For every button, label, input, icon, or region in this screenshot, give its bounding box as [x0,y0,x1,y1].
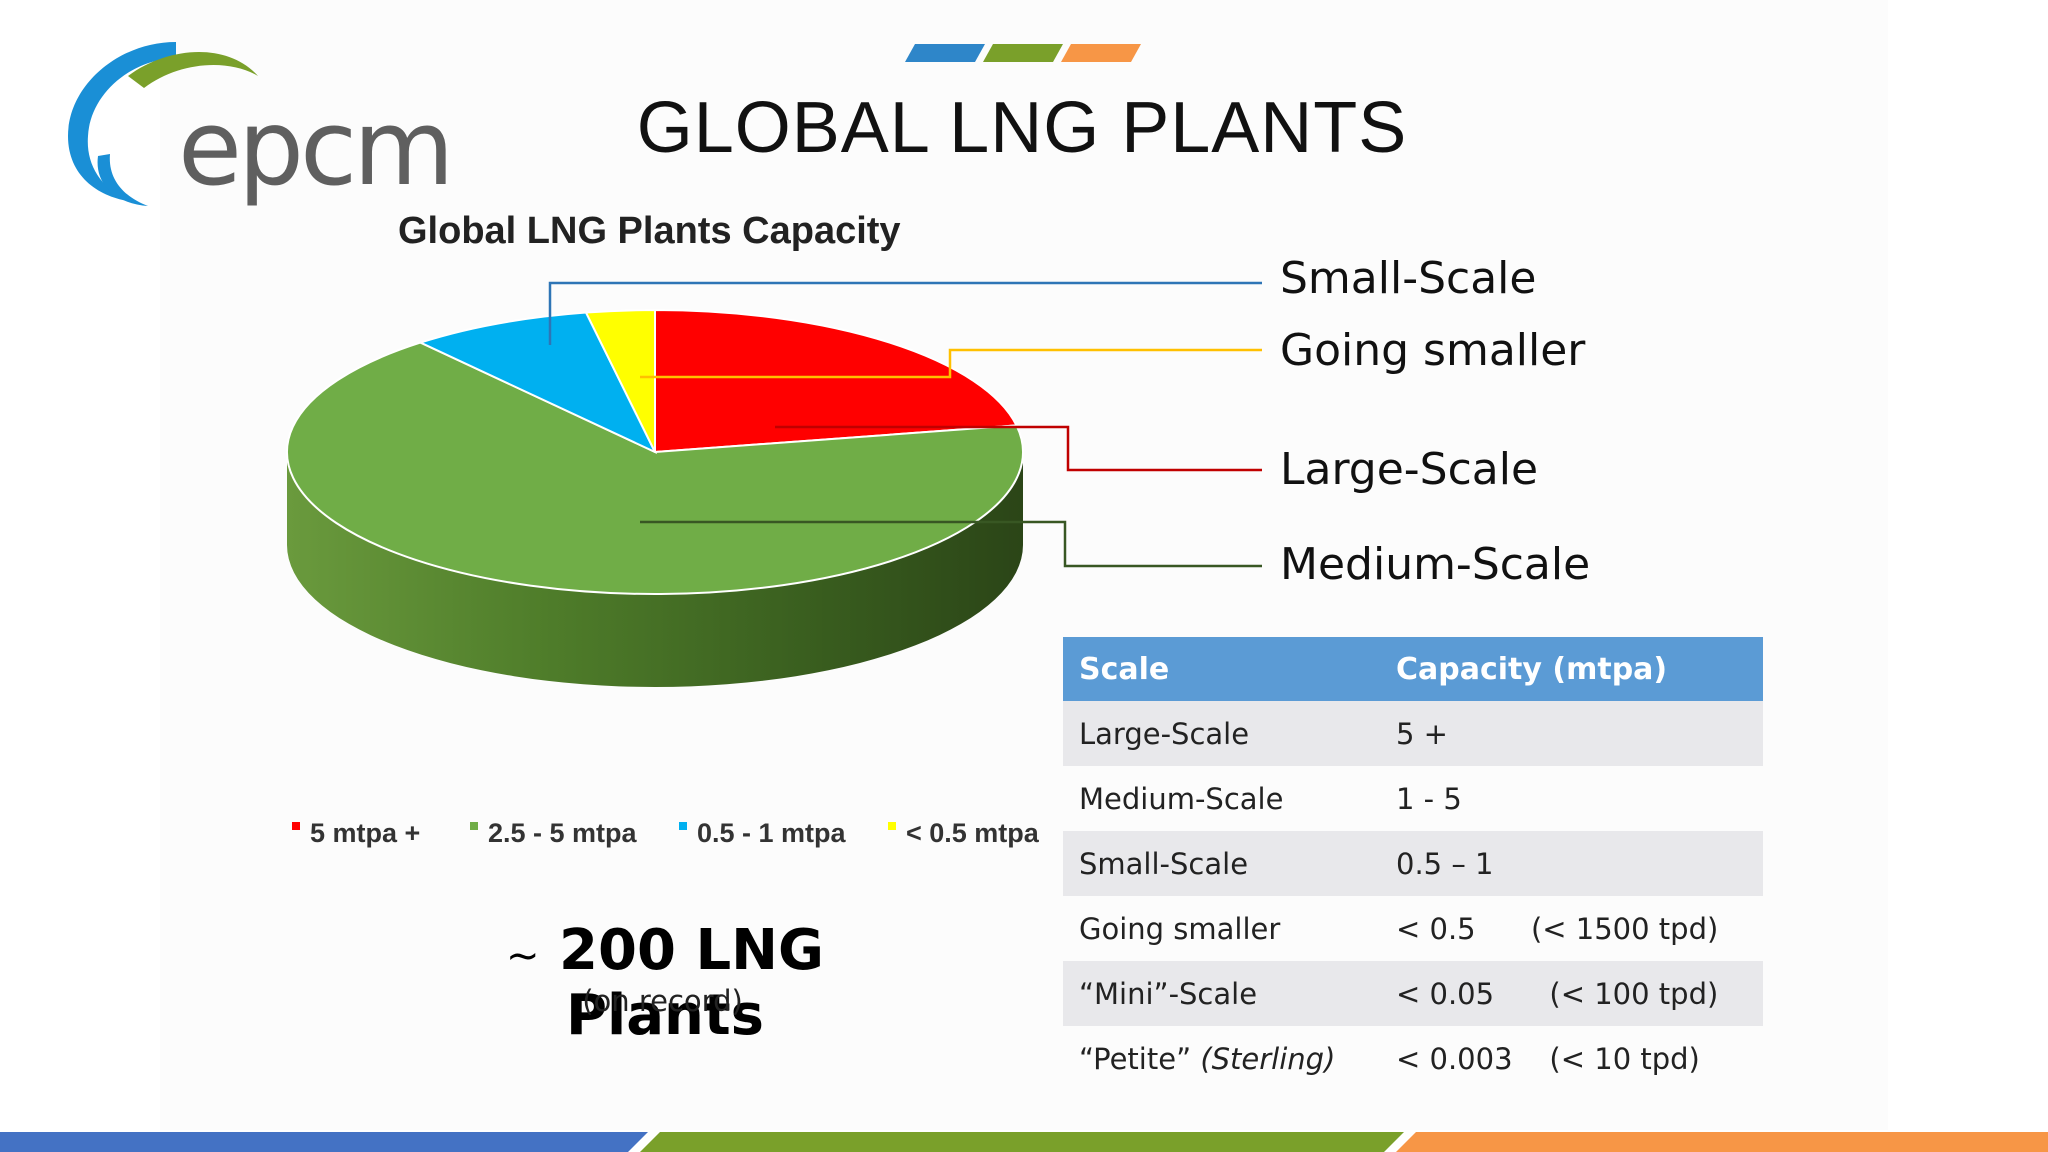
leader-lines [548,281,1262,568]
callout-small-scale: Small-Scale [1280,253,1537,304]
table-header-capacity: Capacity (mtpa) [1380,637,1763,701]
legend-swatch [470,822,478,830]
chart-title: Global LNG Plants Capacity [398,210,901,252]
logo-text: epcm [178,87,454,209]
table-cell-capacity: 0.5 – 1 [1380,831,1763,896]
legend-swatch [679,822,687,830]
pie-slice-1 [286,341,1024,595]
legend-label: < 0.5 mtpa [906,818,1039,848]
scale-table: Scale Capacity (mtpa) Large-Scale 5 + Me… [1063,637,1763,1091]
table-cell-scale: “Petite” (Sterling) [1063,1026,1380,1091]
page-title: GLOBAL LNG PLANTS [0,92,2048,164]
leader-line-medium [640,520,1262,568]
legend-item-tiny: < 0.5 mtpa [888,818,1039,849]
pie-slice-3 [584,308,656,453]
pie-side-wall [287,452,1023,687]
plant-count-note: (on record) [582,984,743,1018]
legend-label: 0.5 - 1 mtpa [697,818,846,848]
plant-count: ~ 200 LNG Plants [400,918,930,1048]
legend-label: 5 mtpa + [310,818,421,848]
table-cell-scale: “Mini”-Scale [1063,961,1380,1026]
legend-swatch [888,822,896,830]
table-cell-capacity: < 0.5 (< 1500 tpd) [1380,896,1763,961]
table-cell-scale: Small-Scale [1063,831,1380,896]
callout-medium-scale: Medium-Scale [1280,539,1591,590]
leader-line-small [548,281,1262,345]
logo-swoosh-icon [68,42,258,206]
page-title-text: GLOBAL LNG PLANTS [636,88,1408,168]
epcm-logo: epcm [58,36,454,206]
table-row: Going smaller < 0.5 (< 1500 tpd) [1063,896,1763,961]
legend-item-small: 0.5 - 1 mtpa [679,818,846,849]
pie-slice-0 [654,308,1019,454]
table-header-scale: Scale [1063,637,1380,701]
leader-line-large [775,425,1262,472]
table-cell-capacity: 5 + [1380,701,1763,766]
table-cell-capacity: < 0.003 (< 10 tpd) [1380,1026,1763,1091]
tilde-symbol: ~ [506,933,540,979]
table-cell-capacity: < 0.05 (< 100 tpd) [1380,961,1763,1026]
table-row: “Petite” (Sterling) < 0.003 (< 10 tpd) [1063,1026,1763,1091]
table-row: Large-Scale 5 + [1063,701,1763,766]
pie-slice-2 [417,311,658,455]
legend-label: 2.5 - 5 mtpa [488,818,637,848]
callout-large-scale: Large-Scale [1280,444,1539,495]
table-cell-scale: Medium-Scale [1063,766,1380,831]
table-cell-scale: Going smaller [1063,896,1380,961]
table-cell-capacity: 1 - 5 [1380,766,1763,831]
legend-swatch [292,822,300,830]
leader-line-going-smaller [640,348,1262,379]
plant-count-value: 200 LNG Plants [559,918,824,1048]
bottom-brand-bar [0,1132,2048,1152]
legend-item-large: 5 mtpa + [292,818,420,849]
legend-item-medium: 2.5 - 5 mtpa [470,818,637,849]
table-row: Small-Scale 0.5 – 1 [1063,831,1763,896]
table-cell-scale: Large-Scale [1063,701,1380,766]
table-header-row: Scale Capacity (mtpa) [1063,637,1763,701]
table-row: “Mini”-Scale < 0.05 (< 100 tpd) [1063,961,1763,1026]
callout-going-smaller: Going smaller [1280,325,1586,376]
top-accent-stripes [905,44,1141,62]
table-row: Medium-Scale 1 - 5 [1063,766,1763,831]
